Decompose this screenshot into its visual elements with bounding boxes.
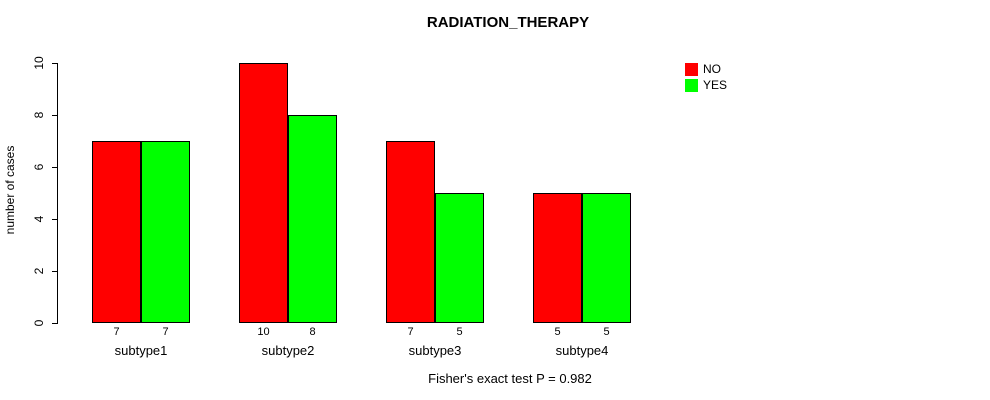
bar-value-label: 7 — [162, 326, 169, 338]
y-tick-label: 0 — [32, 319, 46, 327]
legend-item-yes: YES — [685, 79, 727, 92]
y-tick-mark — [52, 218, 58, 220]
y-tick-label: 8 — [32, 111, 46, 119]
legend-swatch-no — [685, 63, 698, 76]
y-tick-label: 6 — [32, 163, 46, 171]
bar-yes-subtype1 — [141, 141, 190, 323]
bar-no-subtype1 — [92, 141, 141, 323]
bar-yes-subtype2 — [288, 115, 337, 323]
y-tick-mark — [52, 114, 58, 116]
bar-yes-subtype3 — [435, 193, 484, 323]
y-tick-label: 4 — [32, 215, 46, 223]
y-axis-label: number of cases — [3, 145, 17, 235]
y-axis-line — [57, 63, 58, 323]
y-tick-mark — [52, 62, 58, 64]
category-label-subtype4: subtype4 — [555, 343, 609, 358]
bar-no-subtype4 — [533, 193, 582, 323]
legend: NO YES — [685, 63, 727, 95]
bar-value-label: 5 — [554, 326, 561, 338]
legend-swatch-yes — [685, 79, 698, 92]
y-tick-label: 2 — [32, 267, 46, 275]
bar-value-label: 5 — [456, 326, 463, 338]
bar-value-label: 10 — [257, 326, 270, 338]
bar-no-subtype3 — [386, 141, 435, 323]
y-tick-mark — [52, 322, 58, 324]
category-label-subtype1: subtype1 — [114, 343, 168, 358]
y-tick-mark — [52, 166, 58, 168]
bar-value-label: 7 — [113, 326, 120, 338]
category-label-subtype3: subtype3 — [408, 343, 462, 358]
bar-value-label: 8 — [309, 326, 316, 338]
caption-fisher-test: Fisher's exact test P = 0.982 — [428, 371, 592, 386]
bar-no-subtype2 — [239, 63, 288, 323]
category-label-subtype2: subtype2 — [261, 343, 315, 358]
legend-item-no: NO — [685, 63, 727, 76]
chart-title: RADIATION_THERAPY — [426, 14, 590, 31]
y-tick-mark — [52, 270, 58, 272]
bar-yes-subtype4 — [582, 193, 631, 323]
bar-value-label: 5 — [603, 326, 610, 338]
legend-label-no: NO — [703, 62, 721, 76]
legend-label-yes: YES — [703, 78, 728, 92]
y-tick-label: 10 — [32, 56, 46, 70]
bar-value-label: 7 — [407, 326, 414, 338]
